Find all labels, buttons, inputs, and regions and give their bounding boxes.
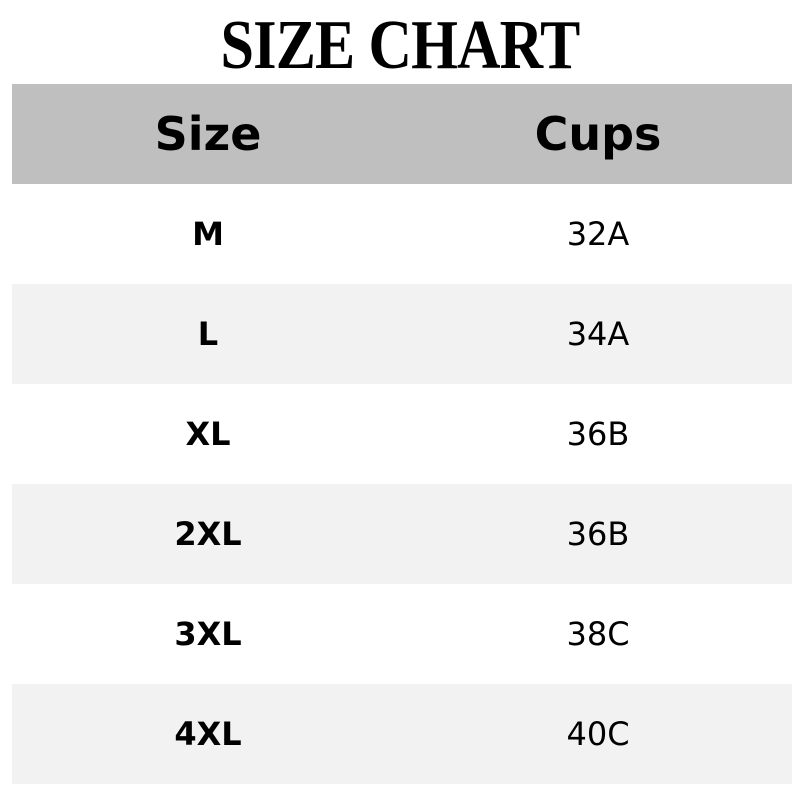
size-cell: L — [197, 315, 219, 353]
cups-cell: 36B — [566, 515, 630, 553]
size-chart-table: Size Cups M 32A L 34A XL 36B 2XL 36B 3XL… — [12, 84, 792, 784]
table-row: 2XL 36B — [12, 484, 792, 584]
cups-cell: 32A — [566, 215, 630, 253]
cups-cell: 38C — [566, 615, 630, 653]
size-cell: 2XL — [174, 515, 242, 553]
table-row: XL 36B — [12, 384, 792, 484]
size-cell: XL — [185, 415, 231, 453]
table-row: M 32A — [12, 184, 792, 284]
table-header-row: Size Cups — [12, 84, 792, 184]
page-title: SIZE CHART — [220, 7, 581, 84]
header-cups: Cups — [534, 107, 662, 161]
cups-cell: 40C — [566, 715, 630, 753]
table-row: 4XL 40C — [12, 684, 792, 784]
cups-cell: 36B — [566, 415, 630, 453]
cups-cell: 34A — [566, 315, 630, 353]
size-cell: 3XL — [174, 615, 242, 653]
size-cell: 4XL — [174, 715, 242, 753]
table-row: L 34A — [12, 284, 792, 384]
size-cell: M — [192, 215, 224, 253]
header-size: Size — [154, 107, 262, 161]
table-row: 3XL 38C — [12, 584, 792, 684]
